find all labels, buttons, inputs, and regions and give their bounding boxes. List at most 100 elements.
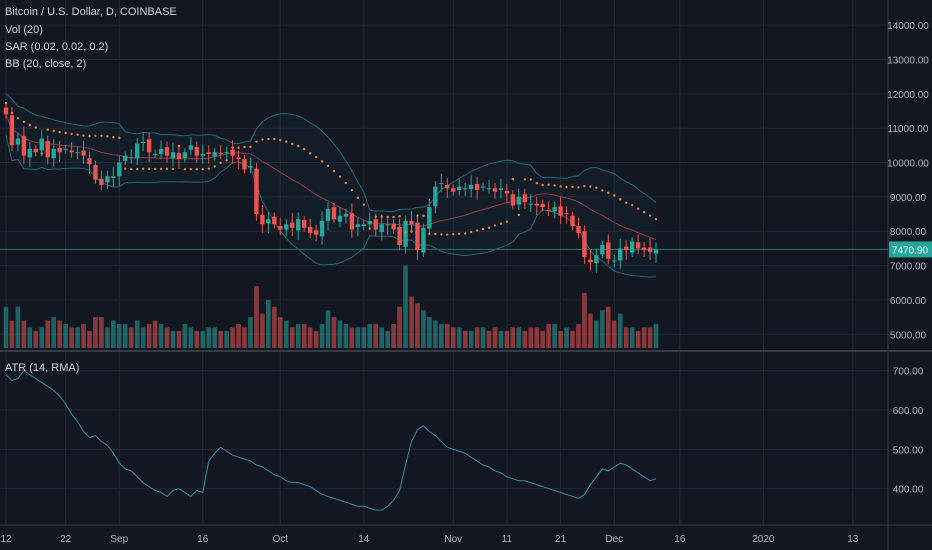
sar-dot	[440, 233, 443, 236]
candle-body	[600, 244, 605, 255]
sar-dot	[112, 135, 115, 139]
sar-dot	[487, 226, 491, 229]
volume-bar	[647, 327, 653, 348]
sar-dot	[100, 134, 103, 137]
volume-bar	[146, 323, 152, 348]
price-tick-label: 14000.00	[887, 21, 929, 32]
candle-body	[498, 188, 504, 191]
sar-dot	[577, 186, 580, 189]
candle-body	[81, 150, 86, 156]
time-tick-label: 16	[197, 534, 209, 545]
time-axis[interactable]: 12 22 Sep 16 Oct 14 Nov 11 21 Dec 16 2020 13	[0, 534, 858, 545]
candle-body	[570, 215, 575, 227]
volume-bar	[427, 317, 432, 348]
time-tick-label: Sep	[110, 534, 128, 545]
sar-dot	[10, 111, 14, 115]
candle-body	[349, 213, 355, 230]
volume-bar	[254, 286, 259, 348]
candle-body	[99, 178, 104, 185]
candle-body	[457, 186, 462, 191]
candle-body	[242, 159, 247, 170]
candle-body	[641, 247, 647, 251]
bollinger-bands	[5, 93, 657, 278]
sar-dot	[297, 144, 300, 148]
volume-bar	[337, 320, 343, 348]
sar-dot	[380, 215, 383, 218]
sar-dot	[553, 184, 556, 187]
sar-dot	[106, 135, 109, 138]
candle-body	[45, 141, 50, 158]
sar-dot	[511, 177, 515, 181]
sar-dot	[607, 191, 610, 195]
candle-body	[170, 152, 176, 159]
volume-bar	[176, 330, 182, 348]
candle-body	[284, 224, 289, 230]
sar-dot	[135, 167, 139, 171]
volume-bar	[27, 327, 33, 348]
candle-body	[164, 147, 170, 156]
time-tick-label: 22	[60, 534, 72, 545]
candle-body	[236, 157, 241, 160]
sar-dot	[147, 167, 151, 171]
candle-body	[87, 158, 92, 165]
volume-bar	[397, 306, 402, 348]
candle-body	[266, 219, 271, 224]
volume-bar	[283, 320, 289, 348]
candle-body	[176, 153, 182, 160]
sar-dot	[428, 232, 431, 236]
sar-dot	[40, 152, 43, 155]
sar-dot	[159, 167, 163, 171]
candle-body	[439, 183, 444, 185]
volume-bar	[522, 330, 528, 348]
atr-tick-label: 600.00	[893, 406, 924, 417]
sar-dot	[630, 203, 634, 207]
sar-dot	[255, 140, 258, 143]
price-axis[interactable]: 7470.90 14000.00 13000.00 12000.00 11000.00 1…	[887, 21, 932, 496]
volume-bar	[653, 323, 659, 348]
time-tick-label: 21	[555, 534, 567, 545]
candle-body	[415, 222, 420, 251]
candle-body	[540, 203, 545, 208]
candle-body	[367, 220, 372, 225]
volume-bar	[409, 296, 414, 348]
candle-body	[623, 246, 629, 251]
candle-body	[272, 216, 277, 225]
candle-body	[206, 152, 211, 154]
volume-bar	[75, 327, 80, 348]
volume-bar	[51, 317, 57, 348]
volume-bar	[510, 327, 516, 348]
price-tick-label: 7000.00	[890, 262, 927, 273]
candle-body	[9, 115, 15, 146]
sar-dot	[458, 232, 461, 236]
sar-dot	[654, 217, 658, 221]
volume-bar	[218, 330, 223, 348]
sar-dot	[189, 167, 193, 171]
candle-body	[522, 194, 528, 203]
sar-dot	[624, 201, 628, 204]
candle-body	[21, 135, 27, 156]
time-tick-label: Nov	[444, 534, 462, 545]
sar-dot	[70, 132, 73, 136]
volume-bar	[230, 327, 235, 348]
sar-dot	[165, 167, 169, 171]
atr-tick-label: 500.00	[893, 445, 924, 456]
sar-dot	[124, 167, 127, 170]
sar-dot	[648, 214, 652, 217]
volume-bar	[504, 330, 510, 348]
candle-body	[93, 165, 98, 180]
volume-bar	[468, 330, 474, 348]
candle-body	[528, 203, 533, 205]
candle-body	[313, 230, 319, 235]
volume-bar	[403, 265, 408, 348]
volume-bar	[355, 327, 361, 348]
candle-body	[248, 165, 253, 168]
candle-body	[134, 143, 140, 159]
volume-bar	[444, 323, 450, 348]
volume-bar	[439, 323, 444, 348]
volume-bar	[57, 320, 62, 348]
time-tick-label: 13	[847, 534, 859, 545]
sar-dot	[595, 186, 598, 189]
sar-dot	[201, 167, 204, 171]
volume-bar	[480, 327, 486, 348]
